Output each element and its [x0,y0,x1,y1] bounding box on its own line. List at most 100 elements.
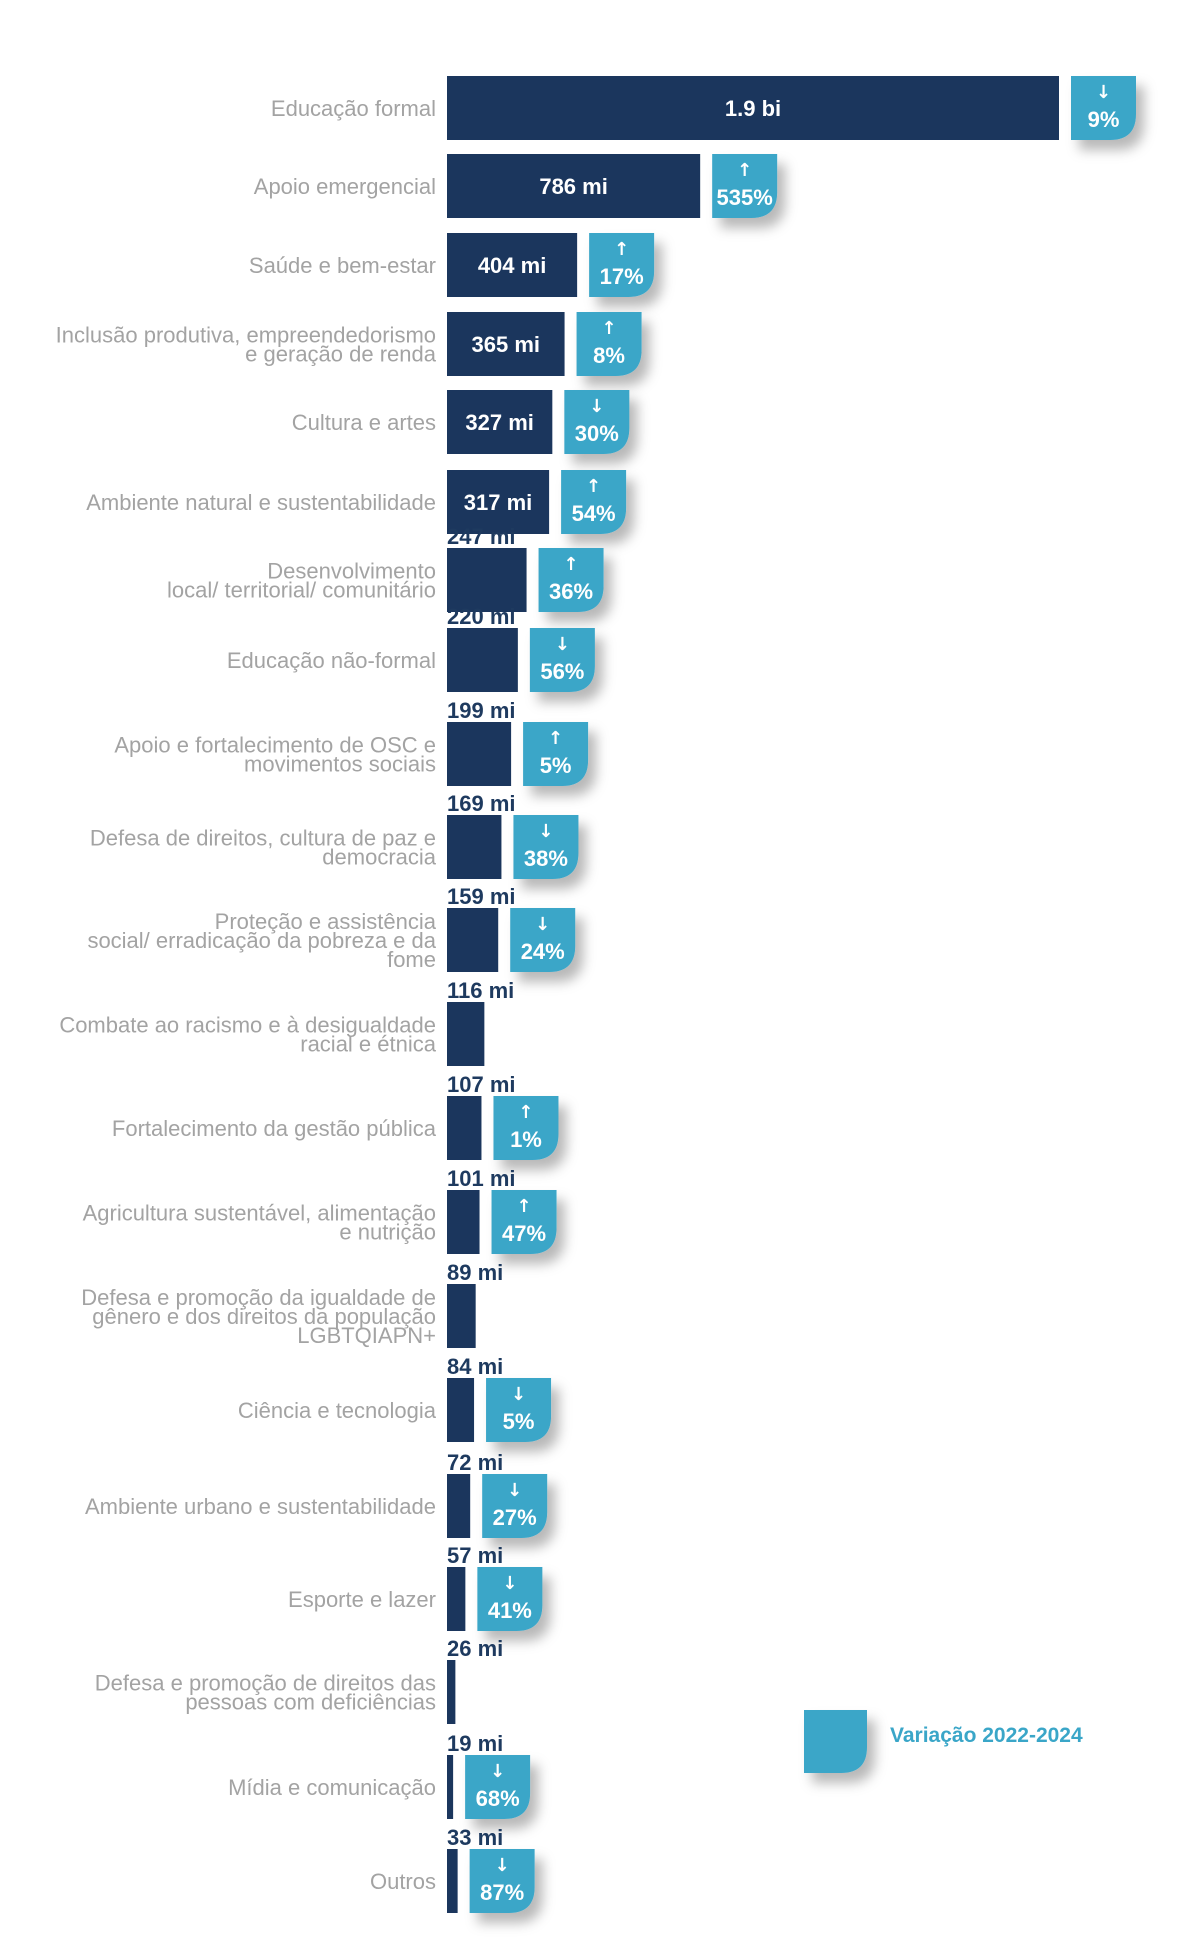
value-label: 199 mi [447,698,516,723]
category-label: Desenvolvimento local/ territorial/ comun… [167,559,436,603]
arrow-up-icon: ↑ [516,1196,531,1217]
category-label: Inclusão produtiva, empreendedorismo e ge… [56,323,437,367]
category-label: Mídia e comunicação [228,1775,436,1800]
bar [447,1378,475,1442]
category-label: Ciência e tecnologia [238,1398,437,1423]
row-20: Outros 33 mi ↓ 87% [370,1825,535,1913]
variation-badge-shape [538,548,604,612]
value-label: 101 mi [447,1166,516,1191]
variation-badge: ↓ 30% [564,390,630,454]
arrow-up-icon: ↑ [548,728,563,749]
arrow-up-icon: ↑ [602,318,617,339]
variation-badge-shape [482,1474,548,1538]
row-14: Defesa e promoção da igualdade de gênero … [81,1260,503,1348]
category-label: Agricultura sustentável, alimentação e nu… [83,1201,436,1245]
variation-label: 30% [575,421,619,446]
legend-swatch [804,1710,867,1773]
variation-badge: ↑ 36% [538,548,604,612]
variation-badge-shape [576,312,642,376]
value-label: 159 mi [447,884,516,909]
variation-label: 5% [503,1409,535,1434]
bar [447,1474,471,1538]
category-label: Ambiente urbano e sustentabilidade [85,1494,436,1519]
variation-badge-shape [493,1096,559,1160]
value-label: 404 mi [478,253,547,278]
bar [447,1849,458,1913]
variation-badge: ↓ 5% [486,1378,552,1442]
variation-label: 17% [600,264,644,289]
arrow-down-icon: ↓ [589,396,604,417]
row-6: Desenvolvimento local/ territorial/ comun… [167,524,604,612]
value-label: 365 mi [472,332,541,357]
arrow-down-icon: ↓ [502,1573,517,1594]
variation-badge: ↑ 535% [712,154,778,218]
variation-label: 41% [488,1598,532,1623]
bar [447,1190,480,1254]
variation-badge-shape [712,154,778,218]
variation-badge-shape [564,390,630,454]
bar [447,390,553,454]
category-label: Cultura e artes [292,410,436,435]
variation-badge-shape [486,1378,552,1442]
variation-badge: ↓ 9% [1071,76,1136,140]
category-label: Defesa e promoção de direitos das pessoas… [95,1671,436,1715]
row-19: Mídia e comunicação 19 mi ↓ 68% [228,1731,531,1819]
row-18: Defesa e promoção de direitos das pessoas… [95,1636,503,1724]
variation-badge: ↓ 68% [465,1755,531,1819]
value-label: 107 mi [447,1072,516,1097]
row-17: Esporte e lazer 57 mi ↓ 41% [288,1543,543,1631]
variation-badge-shape [469,1849,535,1913]
row-12: Fortalecimento da gestão pública 107 mi↑ 1… [112,1072,559,1160]
arrow-down-icon: ↓ [555,634,570,655]
bar [447,76,1059,140]
bar [447,154,701,218]
bar [447,628,518,692]
variation-badge: ↑ 5% [523,722,589,786]
variation-badge-shape [510,908,576,972]
row-2: Saúde e bem-estar 404 mi ↑ 17% [249,233,655,297]
variation-badge: ↑ 54% [561,470,627,534]
variation-badge: ↓ 38% [513,815,579,879]
variation-badge-shape [1071,76,1136,140]
bar [447,1284,476,1348]
row-9: Defesa de direitos, cultura de paz e demo… [90,791,579,879]
variation-label: 9% [1088,107,1120,132]
value-label: 26 mi [447,1636,503,1661]
row-16: Ambiente urbano e sustentabilidade 72 mi↓… [85,1450,548,1538]
variation-label: 47% [502,1221,546,1246]
bar [447,1096,482,1160]
category-label: Apoio e fortalecimento de OSC e movimento… [114,733,436,777]
category-label: Proteção e assistência social/ erradicaçã… [87,909,436,972]
row-13: Agricultura sustentável, alimentação e nu… [83,1166,557,1254]
variation-label: 24% [521,939,565,964]
variation-badge: ↓ 24% [510,908,576,972]
variation-badge: ↑ 1% [493,1096,559,1160]
value-label: 317 mi [464,490,533,515]
row-5: Ambiente natural e sustentabilidade 317 m… [86,470,627,534]
value-label: 220 mi [447,604,516,629]
variation-badge-shape [589,233,655,297]
variation-label: 27% [493,1505,537,1530]
arrow-down-icon: ↓ [490,1761,505,1782]
bar [447,548,527,612]
variation-label: 5% [540,753,572,778]
value-label: 116 mi [447,978,514,1003]
row-11: Combate ao racismo e à desigualdade racia… [59,978,514,1066]
arrow-up-icon: ↑ [737,160,752,181]
arrow-down-icon: ↓ [511,1384,526,1405]
variation-badge: ↓ 87% [469,1849,535,1913]
variation-label: 54% [572,501,616,526]
category-label: Educação formal [271,96,436,121]
bar [447,233,578,297]
category-label: Combate ao racismo e à desigualdade racia… [59,1013,436,1057]
variation-badge-shape [465,1755,531,1819]
variation-label: 36% [549,579,593,604]
variation-label: 535% [717,185,773,210]
arrow-down-icon: ↓ [535,914,550,935]
bar [447,1567,466,1631]
row-7: Educação não-formal 220 mi ↓ 56% [227,604,595,692]
row-15: Ciência e tecnologia 84 mi ↓ 5% [238,1354,552,1442]
row-4: Cultura e artes 327 mi ↓ 30% [292,390,630,454]
arrow-up-icon: ↑ [614,239,629,260]
